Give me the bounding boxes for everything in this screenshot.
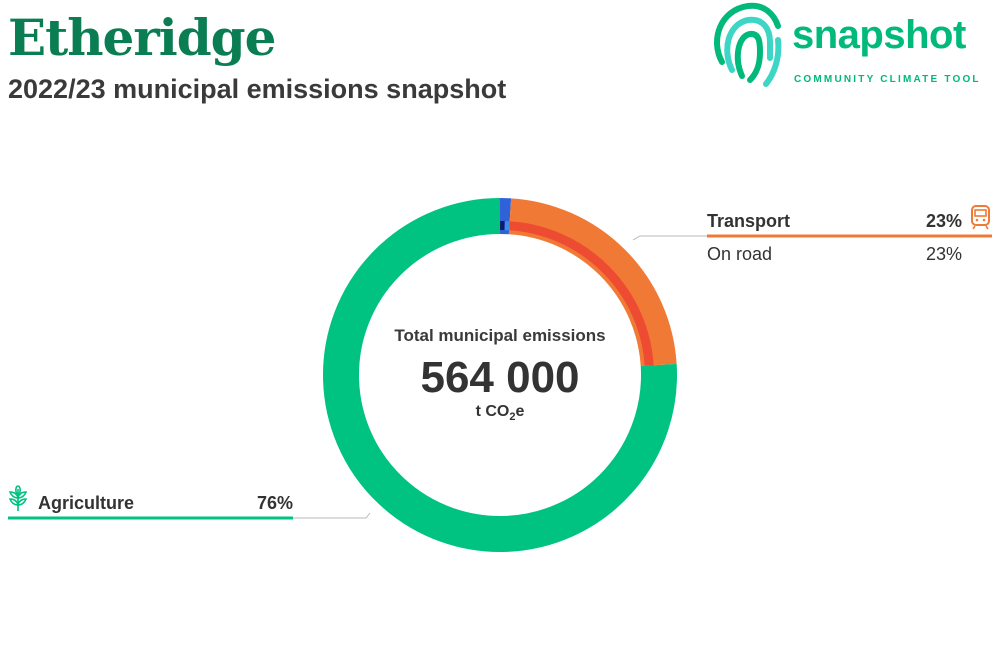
logo-tagline: COMMUNITY CLIMATE TOOL [794, 74, 981, 85]
donut-subslice-on-road [509, 221, 654, 366]
unit-subscript: 2 [509, 411, 516, 424]
wheat-icon [8, 485, 28, 511]
total-emissions-label: Total municipal emissions [394, 326, 606, 345]
train-icon [971, 205, 990, 230]
page-title: Etheridge [8, 8, 276, 67]
total-emissions-value: 564 000 [420, 353, 580, 402]
donut-slice-transport [508, 198, 677, 367]
fingerprint-logo-icon [714, 2, 782, 87]
legend-on-road-pct: 23% [925, 244, 962, 264]
legend-transport-pct: 23% [925, 211, 962, 231]
legend-agriculture-pct: 76% [256, 493, 293, 513]
legend-agriculture-name: Agriculture [38, 493, 135, 513]
logo-wordmark: snapshot [792, 13, 966, 57]
donut-slice-agriculture [323, 198, 677, 552]
unit-suffix: e [515, 403, 525, 420]
page-subtitle: 2022/23 municipal emissions snapshot [8, 74, 507, 104]
snapshot-logo: snapshot COMMUNITY CLIMATE TOOL [712, 0, 1000, 92]
legend-transport-name: Transport [707, 211, 791, 231]
unit-prefix: t CO [475, 403, 510, 420]
legend-on-road-name: On road [707, 244, 773, 264]
total-emissions-unit: t CO2e [370, 403, 630, 423]
